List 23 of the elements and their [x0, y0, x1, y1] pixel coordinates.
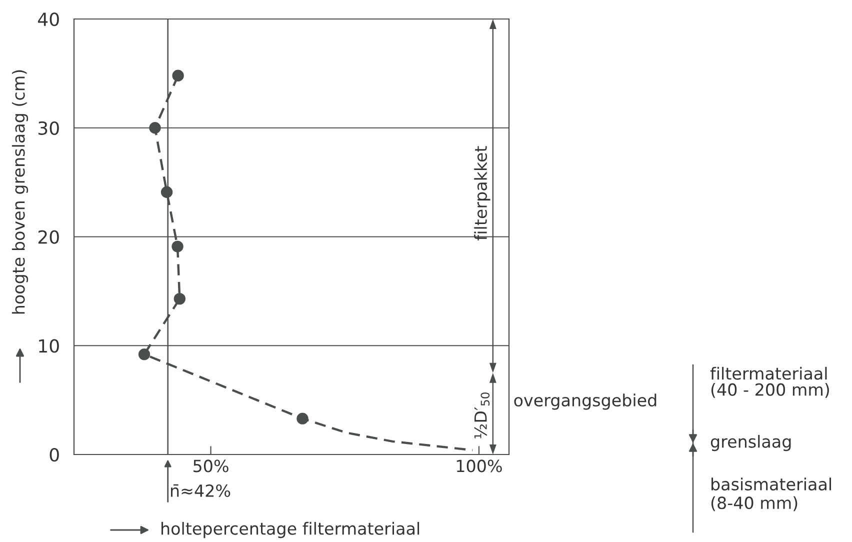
y-tick-label: 20 — [38, 230, 59, 244]
point — [172, 70, 184, 82]
x-tick-label: 50% — [194, 460, 228, 472]
annotation: filterpakket — [474, 146, 490, 240]
point — [172, 240, 184, 252]
text: basismateriaal (8-40 mm) — [711, 478, 832, 512]
legend-label: n̄≈42% — [170, 484, 230, 497]
y-tick-label: 10 — [39, 339, 59, 353]
text: filtermateriaal (40 - 200 mm) — [710, 366, 829, 398]
point — [174, 292, 186, 305]
y-axis-title: hoogte boven grenslaag (cm) — [12, 70, 28, 314]
y-tick-label: 40 — [38, 12, 59, 26]
x-tick-label: 100% — [456, 460, 502, 472]
point — [138, 348, 150, 360]
point — [149, 122, 161, 134]
y-tick-label: 0 — [50, 448, 59, 462]
annotation: ½D′$_{50}$ — [474, 392, 490, 438]
y-tick-label: 30 — [38, 121, 59, 135]
text: overgangsgebied — [514, 394, 656, 410]
x-axis-title: holtepercentage filtermateriaal — [162, 522, 420, 538]
point — [296, 412, 308, 424]
text: grenslaag — [710, 434, 791, 452]
point — [160, 186, 173, 198]
